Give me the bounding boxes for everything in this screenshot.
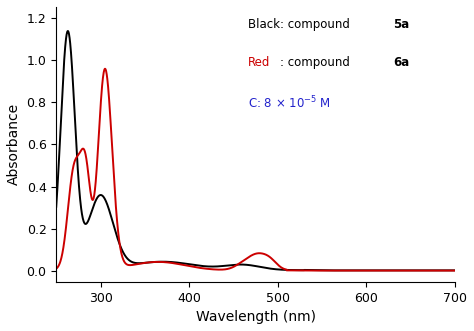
Text: Red: Red (247, 56, 270, 70)
Text: Black: compound: Black: compound (247, 18, 353, 31)
X-axis label: Wavelength (nm): Wavelength (nm) (196, 310, 316, 324)
Text: C: 8 $\times$ 10$^{-5}$ M: C: 8 $\times$ 10$^{-5}$ M (247, 95, 331, 112)
Text: : compound: : compound (280, 56, 354, 70)
Text: 5a: 5a (393, 18, 410, 31)
Text: 6a: 6a (393, 56, 410, 70)
Y-axis label: Absorbance: Absorbance (7, 103, 21, 185)
